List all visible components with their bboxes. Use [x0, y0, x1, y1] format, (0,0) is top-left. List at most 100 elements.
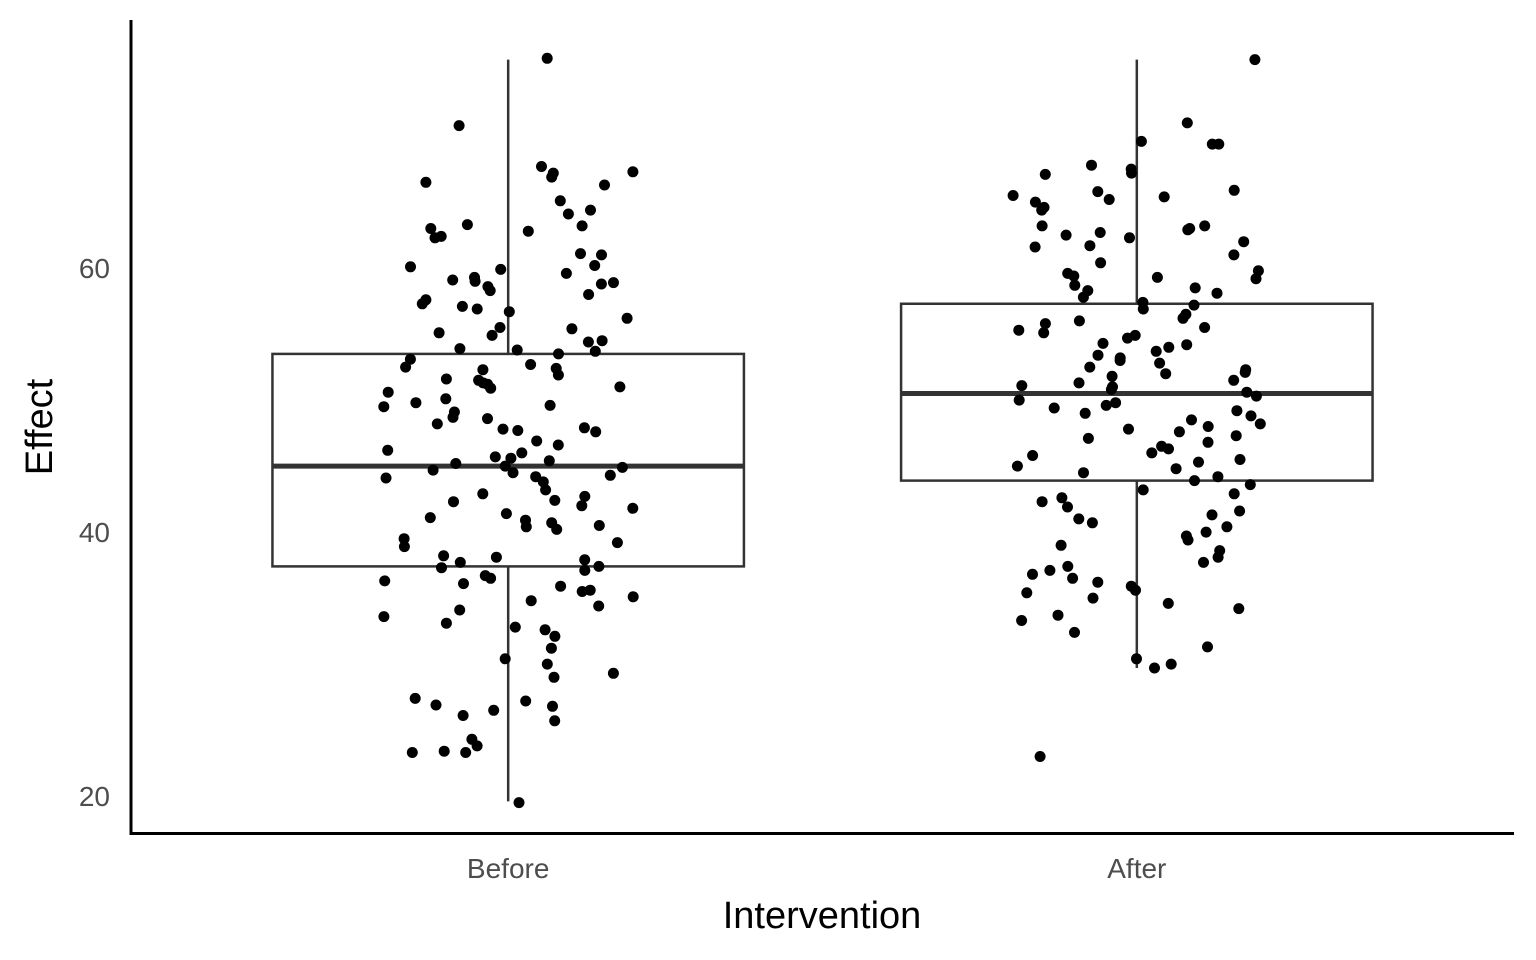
data-point-before: [531, 435, 543, 447]
y-tick-label: 40: [79, 517, 110, 548]
data-point-before: [380, 472, 392, 484]
data-point-after: [1122, 332, 1133, 344]
data-point-before: [378, 401, 390, 413]
data-point-before: [438, 550, 450, 562]
data-point-before: [576, 586, 588, 597]
data-point-after: [1239, 366, 1251, 378]
data-point-after: [1163, 341, 1175, 353]
data-point-before: [562, 208, 574, 220]
data-point-before: [450, 458, 462, 469]
data-point-after: [1084, 361, 1096, 373]
data-point-after: [1079, 407, 1091, 419]
data-point-before: [512, 425, 524, 436]
data-point-after: [1177, 312, 1189, 324]
data-point-after: [1241, 386, 1253, 398]
data-point-after: [1228, 249, 1240, 261]
data-point-before: [499, 460, 511, 472]
points-layer: [378, 52, 1266, 809]
data-point-before: [614, 381, 626, 393]
data-point-before: [460, 747, 472, 758]
data-point-before: [507, 467, 519, 479]
x-tick-labels: Before After: [467, 853, 1166, 884]
data-point-after: [1027, 568, 1038, 580]
data-point-after: [1105, 384, 1117, 395]
data-point-after: [1199, 220, 1211, 232]
data-point-before: [611, 537, 623, 549]
data-point-after: [1048, 402, 1060, 414]
data-point-after: [1189, 475, 1200, 487]
data-point-after: [1146, 447, 1158, 459]
data-point-before: [499, 653, 511, 665]
data-point-after: [1137, 303, 1149, 315]
data-point-after: [1234, 505, 1246, 517]
data-point-after: [1250, 390, 1262, 402]
data-point-before: [516, 447, 528, 459]
data-point-before: [551, 523, 563, 535]
data-point-after: [1244, 479, 1256, 491]
data-point-after: [1055, 539, 1067, 551]
data-point-before: [482, 413, 493, 425]
data-point-before: [495, 263, 507, 275]
data-point-before: [440, 617, 452, 629]
data-point-after: [1181, 117, 1193, 129]
x-tick-label: After: [1107, 853, 1166, 884]
data-point-before: [427, 464, 439, 476]
data-point-before: [579, 554, 591, 566]
data-point-before: [549, 715, 561, 727]
data-point-before: [607, 667, 619, 679]
data-point-after: [1067, 572, 1079, 584]
data-point-after: [1245, 410, 1257, 422]
data-point-before: [461, 219, 473, 231]
data-point-after: [1069, 279, 1081, 291]
data-point-before: [627, 502, 639, 514]
data-point-before: [405, 261, 416, 273]
data-point-before: [576, 500, 588, 512]
data-point-after: [1034, 751, 1046, 762]
data-point-after: [1230, 430, 1242, 442]
boxes-layer: [271, 59, 1374, 802]
data-point-before: [503, 306, 515, 318]
data-point-before: [429, 232, 441, 244]
data-point-before: [593, 520, 605, 531]
data-point-after: [1073, 513, 1085, 525]
data-point-after: [1086, 159, 1097, 171]
data-point-after: [1162, 597, 1174, 609]
data-point-before: [593, 600, 605, 612]
data-point-before: [525, 359, 537, 370]
data-point-after: [1149, 662, 1160, 674]
data-point-after: [1231, 405, 1243, 417]
data-point-before: [627, 166, 639, 178]
data-point-before: [520, 521, 532, 533]
data-point-before: [582, 336, 594, 348]
data-point-before: [438, 745, 450, 757]
data-point-before: [596, 249, 607, 261]
data-point-after: [1124, 232, 1135, 244]
data-point-before: [456, 300, 468, 312]
data-point-before: [505, 452, 517, 464]
data-point-after: [1036, 496, 1048, 508]
data-point-after: [1238, 236, 1250, 248]
data-point-before: [448, 496, 459, 508]
data-point-before: [589, 345, 601, 357]
data-point-after: [1095, 257, 1107, 269]
data-point-before: [430, 699, 442, 711]
data-point-before: [469, 275, 481, 287]
data-point-after: [1044, 564, 1056, 576]
data-point-before: [552, 369, 564, 381]
x-axis-title: Intervention: [723, 895, 922, 937]
data-point-after: [1173, 426, 1185, 438]
data-point-after: [1087, 592, 1099, 604]
data-point-after: [1062, 501, 1073, 513]
data-point-after: [1228, 184, 1240, 196]
data-point-after: [1131, 653, 1142, 665]
data-point-after: [1073, 315, 1085, 327]
data-point-before: [382, 444, 394, 456]
data-point-before: [400, 361, 412, 373]
data-point-after: [1073, 377, 1085, 389]
data-point-before: [458, 578, 469, 590]
data-point-before: [477, 364, 489, 376]
data-point-after: [1198, 556, 1209, 568]
data-point-after: [1052, 609, 1064, 621]
data-point-before: [404, 353, 416, 365]
